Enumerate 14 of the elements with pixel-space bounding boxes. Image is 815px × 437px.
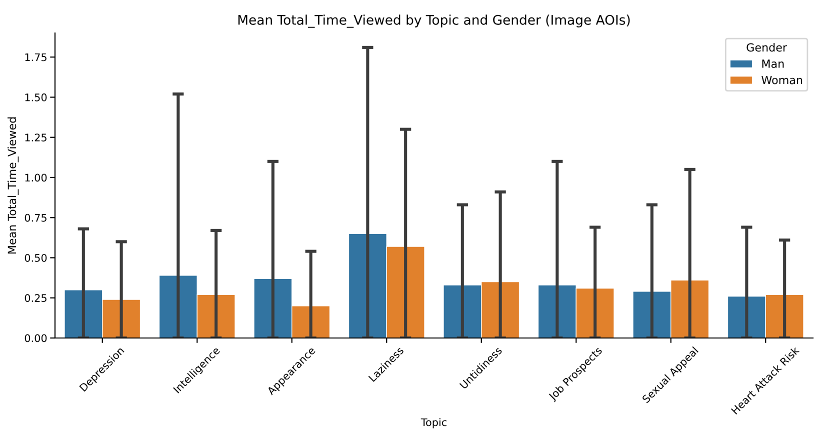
- legend-label: Man: [762, 60, 784, 68]
- legend-label: Woman: [762, 76, 802, 84]
- y-tick-label: 0.75: [24, 214, 46, 222]
- y-axis-title: Mean Total_Time_Viewed: [8, 117, 19, 254]
- y-tick-label: 0.00: [24, 334, 47, 342]
- y-tick-label: 1.25: [25, 134, 46, 142]
- x-axis-title: Topic: [420, 418, 446, 428]
- y-tick-label: 0.25: [24, 294, 46, 302]
- y-tick-label: 0.50: [24, 254, 47, 262]
- legend-title: Gender: [746, 43, 788, 52]
- y-tick-label: 1.75: [25, 53, 46, 62]
- chart-title: Mean Total_Time_Viewed by Topic and Gender (Image AOIs): [238, 14, 630, 28]
- y-tick-label: 1.00: [25, 174, 47, 182]
- y-tick-label: 1.50: [25, 93, 47, 102]
